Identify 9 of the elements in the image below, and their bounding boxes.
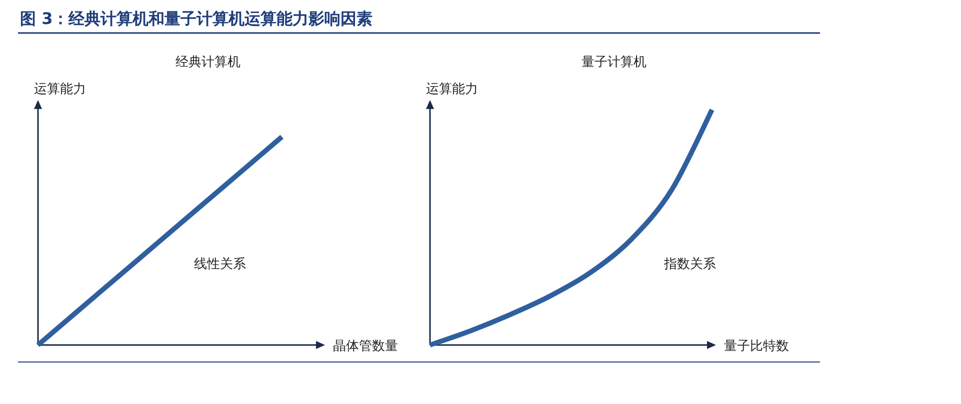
x-axis-title: 量子比特数 (724, 339, 789, 354)
y-axis-title: 运算能力 (34, 82, 86, 97)
chart-title: 经典计算机 (176, 55, 240, 70)
y-axis-title: 运算能力 (426, 82, 478, 97)
x-axis-title: 晶体管数量 (333, 339, 398, 354)
caption: 图 3：经典计算机和量子计算机运算能力影响因素 (20, 9, 373, 28)
annotation: 线性关系 (194, 257, 246, 272)
chart-title: 量子计算机 (582, 55, 646, 70)
annotation: 指数关系 (663, 257, 716, 272)
